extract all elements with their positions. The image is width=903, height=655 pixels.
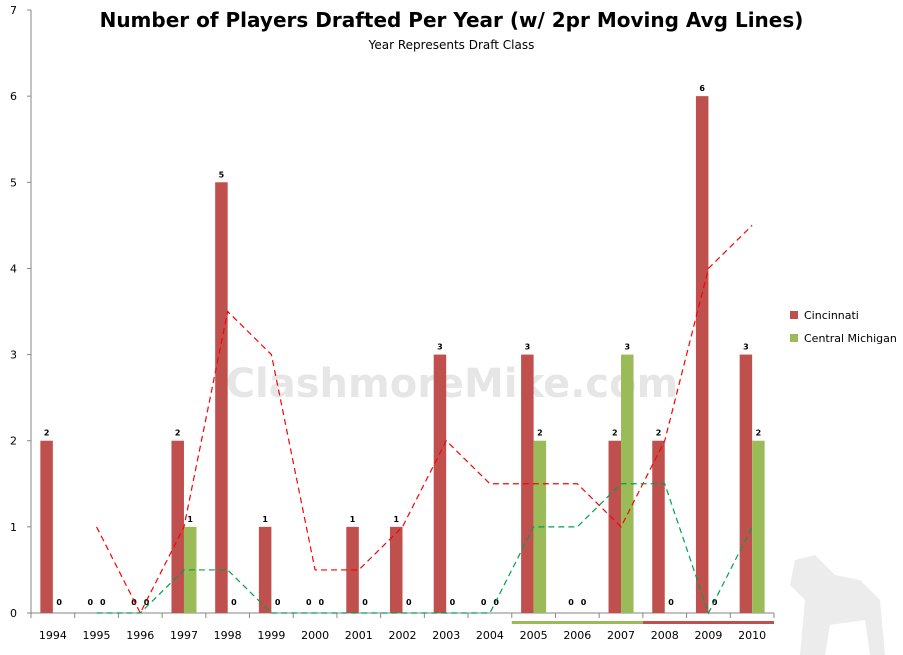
watermark: ClashmoreMike.com bbox=[226, 361, 679, 407]
moving-avg-line bbox=[96, 483, 753, 615]
data-label: 0 bbox=[306, 598, 312, 607]
x-tick-label: 2009 bbox=[694, 629, 722, 642]
bar-cincinnati bbox=[390, 526, 403, 613]
x-tick-label: 2006 bbox=[563, 629, 591, 642]
data-label: 0 bbox=[56, 598, 62, 607]
chart-subtitle: Year Represents Draft Class bbox=[368, 38, 535, 52]
x-tick-label: 2008 bbox=[651, 629, 679, 642]
x-tick-label: 2010 bbox=[738, 629, 766, 642]
data-label: 1 bbox=[393, 515, 399, 524]
data-label: 2 bbox=[656, 429, 662, 438]
legend-item-cincinnati: Cincinnati bbox=[790, 309, 859, 322]
data-label: 0 bbox=[231, 598, 237, 607]
bar-central-michigan bbox=[752, 440, 765, 613]
data-label: 2 bbox=[612, 429, 618, 438]
x-tick-label: 1994 bbox=[39, 629, 67, 642]
x-tick-label: 2004 bbox=[476, 629, 504, 642]
y-tick-label: 3 bbox=[10, 349, 17, 362]
bar-cincinnati bbox=[652, 440, 665, 613]
bar-cincinnati bbox=[739, 354, 753, 613]
data-label: 3 bbox=[743, 343, 749, 352]
data-label: 2 bbox=[44, 429, 50, 438]
data-label: 0 bbox=[144, 598, 150, 607]
y-tick-label: 6 bbox=[10, 90, 17, 103]
chart-title: Number of Players Drafted Per Year (w/ 2… bbox=[99, 8, 804, 32]
data-label: 3 bbox=[624, 343, 630, 352]
x-tick-label: 2001 bbox=[345, 629, 373, 642]
data-label: 0 bbox=[493, 598, 499, 607]
x-tick-label: 2005 bbox=[520, 629, 548, 642]
bar-cincinnati bbox=[215, 182, 228, 614]
legend-item-central-michigan: Central Michigan bbox=[790, 332, 897, 345]
y-tick-label: 1 bbox=[10, 521, 17, 534]
data-label: 6 bbox=[699, 84, 705, 93]
data-label: 0 bbox=[668, 598, 674, 607]
bar-cincinnati bbox=[40, 440, 53, 613]
y-tick-label: 5 bbox=[10, 176, 17, 189]
data-label: 0 bbox=[100, 598, 106, 607]
data-label: 2 bbox=[756, 429, 762, 438]
data-label: 0 bbox=[568, 598, 574, 607]
legend-label: Cincinnati bbox=[804, 309, 859, 322]
data-label: 0 bbox=[319, 598, 325, 607]
data-label: 5 bbox=[219, 170, 225, 179]
data-label: 0 bbox=[362, 598, 368, 607]
x-tick-label: 2003 bbox=[432, 629, 460, 642]
data-label: 2 bbox=[175, 429, 181, 438]
y-tick-label: 0 bbox=[10, 607, 17, 620]
data-label: 2 bbox=[537, 429, 543, 438]
data-label: 3 bbox=[525, 343, 531, 352]
bar-cincinnati bbox=[695, 96, 709, 613]
data-label: 0 bbox=[712, 598, 718, 607]
y-tick-label: 4 bbox=[10, 262, 17, 275]
x-tick-label: 1999 bbox=[257, 629, 285, 642]
highlight-bar bbox=[511, 621, 643, 624]
data-label: 0 bbox=[88, 598, 94, 607]
dog-logo bbox=[790, 555, 885, 655]
bar-central-michigan bbox=[621, 354, 634, 613]
x-tick-label: 2000 bbox=[301, 629, 329, 642]
bar-cincinnati bbox=[608, 440, 622, 613]
bar-cincinnati bbox=[171, 440, 184, 613]
bar-cincinnati bbox=[258, 526, 272, 613]
data-label: 0 bbox=[131, 598, 137, 607]
y-tick-label: 2 bbox=[10, 435, 17, 448]
data-label: 3 bbox=[437, 343, 443, 352]
x-tick-label: 1997 bbox=[170, 629, 198, 642]
legend-label: Central Michigan bbox=[804, 332, 897, 345]
data-label: 0 bbox=[481, 598, 487, 607]
x-tick-label: 2002 bbox=[389, 629, 417, 642]
data-label: 1 bbox=[262, 515, 268, 524]
data-label: 0 bbox=[450, 598, 456, 607]
data-label: 1 bbox=[187, 515, 193, 524]
x-tick-label: 2007 bbox=[607, 629, 635, 642]
x-tick-label: 1996 bbox=[126, 629, 154, 642]
x-tick-label: 1998 bbox=[214, 629, 242, 642]
x-tick-label: 1995 bbox=[83, 629, 111, 642]
y-tick-label: 7 bbox=[10, 4, 17, 17]
data-label: 0 bbox=[275, 598, 281, 607]
highlight-bar bbox=[642, 621, 774, 624]
bar-cincinnati bbox=[433, 354, 447, 613]
data-label: 1 bbox=[350, 515, 356, 524]
data-label: 0 bbox=[406, 598, 412, 607]
data-label: 0 bbox=[581, 598, 587, 607]
